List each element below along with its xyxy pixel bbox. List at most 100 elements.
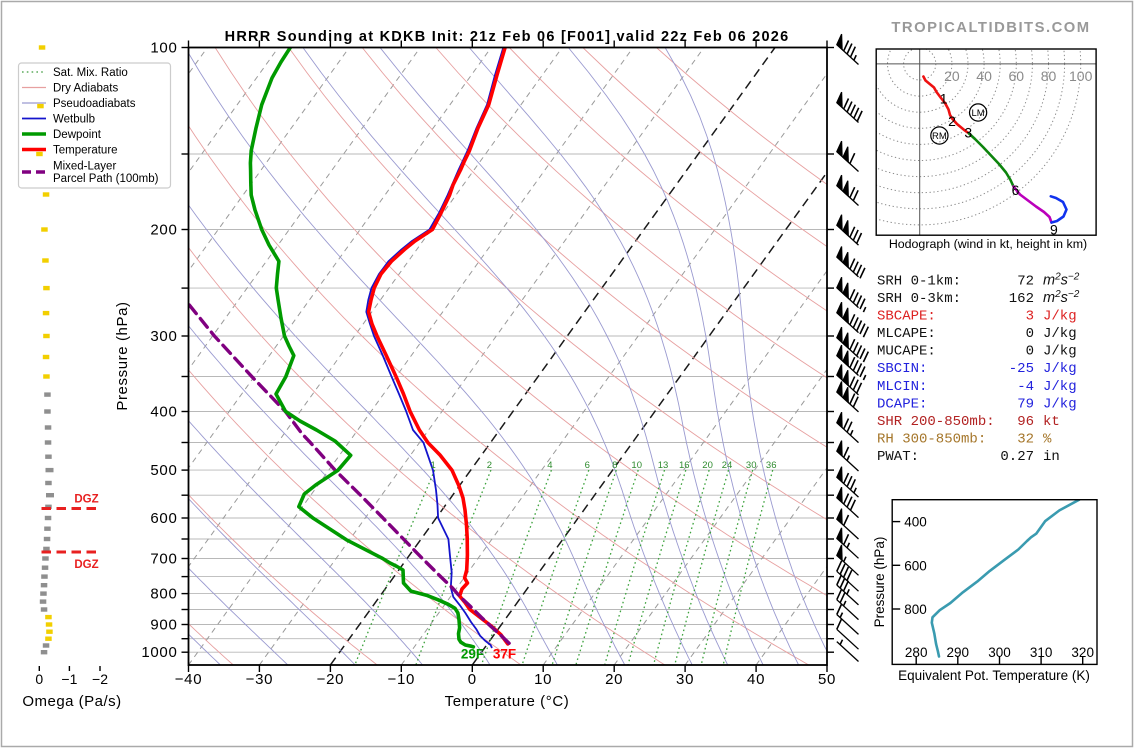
- svg-text:800: 800: [150, 586, 177, 603]
- svg-text:200: 200: [150, 222, 177, 239]
- svg-text:-25: -25: [1009, 361, 1034, 377]
- svg-text:Pseudoadiabats: Pseudoadiabats: [53, 98, 136, 110]
- svg-text:0: 0: [35, 671, 43, 687]
- svg-text:−10: −10: [388, 671, 416, 688]
- svg-text:Dry Adiabats: Dry Adiabats: [53, 83, 118, 95]
- svg-text:%: %: [1043, 432, 1052, 448]
- svg-text:SHR 200-850mb:: SHR 200-850mb:: [877, 414, 995, 430]
- svg-text:Mixed-Layer: Mixed-Layer: [53, 161, 116, 173]
- svg-text:−2: −2: [92, 671, 108, 687]
- svg-text:PWAT:: PWAT:: [877, 449, 919, 465]
- svg-text:1: 1: [430, 460, 435, 471]
- svg-text:100: 100: [150, 40, 177, 57]
- svg-text:J/kg: J/kg: [1043, 396, 1077, 412]
- svg-text:800: 800: [904, 602, 927, 617]
- svg-text:Dewpoint: Dewpoint: [53, 129, 102, 141]
- svg-text:32: 32: [1017, 432, 1034, 448]
- svg-text:40: 40: [747, 671, 765, 688]
- svg-text:96: 96: [1017, 414, 1034, 430]
- svg-text:6: 6: [585, 460, 590, 471]
- svg-text:72: 72: [1017, 274, 1034, 290]
- svg-text:HRRR Sounding at KDKB Init: 21: HRRR Sounding at KDKB Init: 21z Feb 06 […: [225, 29, 790, 45]
- svg-text:Temperature (°C): Temperature (°C): [445, 693, 570, 710]
- svg-text:SBCAPE:: SBCAPE:: [877, 309, 936, 325]
- svg-text:600: 600: [904, 558, 927, 573]
- svg-text:J/kg: J/kg: [1043, 344, 1077, 360]
- svg-text:29F: 29F: [461, 647, 484, 662]
- svg-text:9: 9: [1050, 222, 1058, 238]
- svg-text:80: 80: [1041, 68, 1057, 84]
- svg-text:−1: −1: [61, 671, 77, 687]
- svg-text:16: 16: [679, 460, 690, 471]
- svg-text:SRH 0-1km:: SRH 0-1km:: [877, 274, 961, 290]
- svg-text:Pressure (hPa): Pressure (hPa): [872, 537, 887, 628]
- svg-text:60: 60: [1009, 68, 1025, 84]
- svg-text:50: 50: [818, 671, 836, 688]
- svg-text:1000: 1000: [141, 644, 177, 661]
- svg-text:kt: kt: [1043, 414, 1060, 430]
- svg-text:J/kg: J/kg: [1043, 309, 1077, 325]
- svg-text:310: 310: [1030, 645, 1053, 660]
- svg-text:RM: RM: [932, 131, 947, 142]
- svg-text:10: 10: [534, 671, 552, 688]
- svg-text:162: 162: [1009, 291, 1034, 307]
- svg-text:100: 100: [1069, 68, 1093, 84]
- svg-text:600: 600: [150, 510, 177, 527]
- svg-text:SBCIN:: SBCIN:: [877, 361, 927, 377]
- svg-text:0: 0: [468, 671, 477, 688]
- svg-text:10: 10: [631, 460, 642, 471]
- svg-text:1: 1: [940, 90, 948, 106]
- svg-text:J/kg: J/kg: [1043, 361, 1077, 377]
- svg-text:0: 0: [1026, 326, 1034, 342]
- svg-text:Pressure (hPa): Pressure (hPa): [114, 301, 131, 410]
- svg-text:400: 400: [904, 515, 927, 530]
- svg-text:in: in: [1043, 449, 1060, 465]
- svg-text:36: 36: [766, 460, 777, 471]
- svg-text:20: 20: [944, 68, 960, 84]
- svg-text:Wetbulb: Wetbulb: [53, 114, 95, 126]
- svg-text:4: 4: [547, 460, 552, 471]
- svg-text:J/kg: J/kg: [1043, 326, 1077, 342]
- svg-text:MUCAPE:: MUCAPE:: [877, 344, 936, 360]
- svg-text:MLCIN:: MLCIN:: [877, 379, 927, 395]
- svg-text:280: 280: [905, 645, 928, 660]
- svg-text:320: 320: [1071, 645, 1094, 660]
- svg-text:24: 24: [722, 460, 733, 471]
- svg-text:290: 290: [947, 645, 970, 660]
- svg-text:LM: LM: [971, 108, 984, 119]
- svg-text:MLCAPE:: MLCAPE:: [877, 326, 936, 342]
- svg-text:3: 3: [1026, 309, 1034, 325]
- svg-text:DGZ: DGZ: [74, 494, 98, 506]
- svg-text:30: 30: [676, 671, 694, 688]
- svg-text:−20: −20: [317, 671, 345, 688]
- svg-text:Equivalent Pot. Temperature (K: Equivalent Pot. Temperature (K): [898, 668, 1090, 683]
- svg-text:Temperature: Temperature: [53, 145, 118, 157]
- svg-text:Omega (Pa/s): Omega (Pa/s): [22, 693, 121, 710]
- svg-text:DGZ: DGZ: [74, 559, 98, 571]
- svg-text:DCAPE:: DCAPE:: [877, 396, 927, 412]
- svg-text:Parcel Path (100mb): Parcel Path (100mb): [53, 173, 159, 185]
- svg-text:37F: 37F: [493, 647, 516, 662]
- svg-text:2: 2: [948, 113, 956, 129]
- svg-text:500: 500: [150, 462, 177, 479]
- svg-text:20: 20: [702, 460, 713, 471]
- svg-text:3: 3: [964, 125, 972, 141]
- svg-text:900: 900: [150, 617, 177, 634]
- svg-text:Hodograph (wind in kt, height: Hodograph (wind in kt, height in km): [889, 237, 1087, 251]
- svg-text:13: 13: [658, 460, 669, 471]
- svg-text:79: 79: [1017, 396, 1034, 412]
- svg-text:-4: -4: [1017, 379, 1034, 395]
- svg-text:30: 30: [746, 460, 757, 471]
- svg-text:300: 300: [150, 328, 177, 345]
- svg-text:J/kg: J/kg: [1043, 379, 1077, 395]
- svg-text:Sat. Mix. Ratio: Sat. Mix. Ratio: [53, 67, 128, 79]
- svg-text:700: 700: [150, 551, 177, 568]
- svg-text:400: 400: [150, 404, 177, 421]
- svg-text:TROPICALTIDBITS.COM: TROPICALTIDBITS.COM: [891, 20, 1090, 36]
- svg-text:0.27: 0.27: [1000, 449, 1034, 465]
- svg-text:300: 300: [988, 645, 1011, 660]
- svg-text:−40: −40: [175, 671, 203, 688]
- svg-text:40: 40: [976, 68, 992, 84]
- svg-text:0: 0: [1026, 344, 1034, 360]
- svg-text:6: 6: [1012, 182, 1020, 198]
